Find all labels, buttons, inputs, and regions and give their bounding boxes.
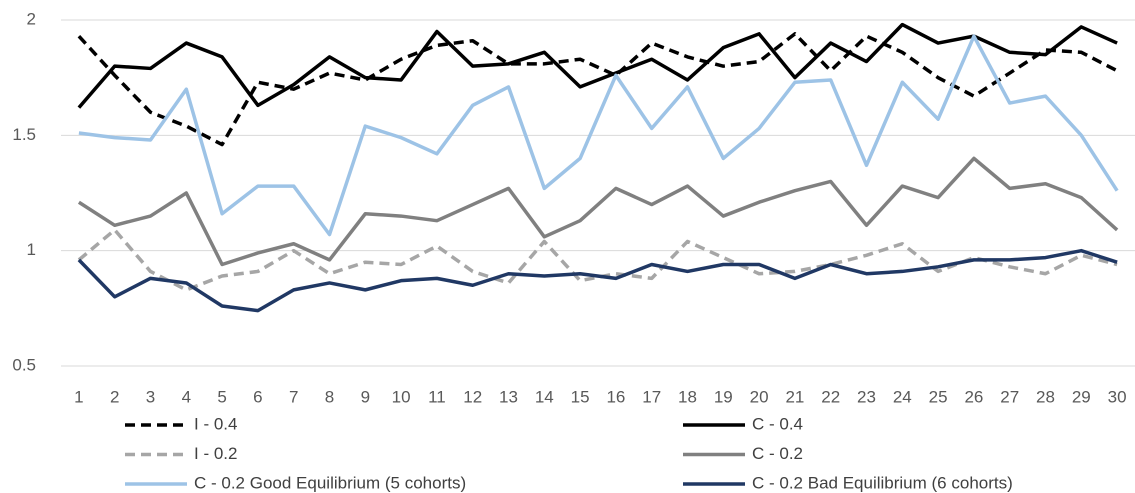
x-tick-label: 13 bbox=[499, 387, 518, 406]
y-tick-label: 2 bbox=[27, 9, 36, 28]
series-line bbox=[77, 248, 1118, 313]
x-tick-label: 19 bbox=[714, 387, 733, 406]
series-line bbox=[77, 228, 1118, 292]
x-tick-label: 25 bbox=[929, 387, 948, 406]
x-tick-label: 4 bbox=[182, 387, 191, 406]
x-tick-label: 18 bbox=[678, 387, 697, 406]
x-tick-label: 20 bbox=[750, 387, 769, 406]
x-tick-label: 11 bbox=[428, 387, 446, 406]
legend-label: C - 0.2 bbox=[752, 444, 803, 463]
series-line bbox=[77, 32, 1118, 147]
x-tick-label: 10 bbox=[392, 387, 411, 406]
x-tick-label: 29 bbox=[1072, 387, 1091, 406]
x-tick-label: 22 bbox=[821, 387, 840, 406]
x-tick-label: 8 bbox=[325, 387, 334, 406]
y-tick-label: 1.5 bbox=[12, 125, 36, 144]
x-tick-label: 14 bbox=[535, 387, 554, 406]
x-tick-label: 28 bbox=[1036, 387, 1055, 406]
legend-label: C - 0.2 Bad Equilibrium (6 cohorts) bbox=[752, 473, 1013, 492]
x-tick-label: 30 bbox=[1108, 387, 1127, 406]
x-tick-label: 24 bbox=[893, 387, 912, 406]
y-tick-label: 0.5 bbox=[12, 355, 36, 374]
x-tick-label: 5 bbox=[217, 387, 226, 406]
x-tick-label: 3 bbox=[146, 387, 155, 406]
x-tick-label: 17 bbox=[642, 387, 661, 406]
x-tick-label: 23 bbox=[857, 387, 876, 406]
series-line bbox=[77, 156, 1119, 267]
x-tick-label: 27 bbox=[1000, 387, 1019, 406]
x-tick-label: 6 bbox=[253, 387, 262, 406]
legend-label: C - 0.4 bbox=[752, 414, 803, 433]
legend-label: C - 0.2 Good Equilibrium (5 cohorts) bbox=[194, 473, 466, 492]
x-tick-label: 12 bbox=[463, 387, 482, 406]
x-tick-label: 26 bbox=[964, 387, 983, 406]
x-tick-label: 9 bbox=[361, 387, 370, 406]
x-tick-label: 1 bbox=[74, 387, 83, 406]
x-tick-label: 2 bbox=[110, 387, 119, 406]
series-line bbox=[78, 34, 1119, 237]
x-tick-label: 21 bbox=[785, 387, 804, 406]
x-tick-label: 15 bbox=[571, 387, 590, 406]
series-line bbox=[77, 22, 1118, 109]
x-tick-label: 16 bbox=[606, 387, 625, 406]
y-tick-label: 1 bbox=[27, 240, 36, 259]
x-tick-label: 7 bbox=[289, 387, 298, 406]
legend-label: I - 0.2 bbox=[194, 444, 237, 463]
legend-label: I - 0.4 bbox=[194, 414, 237, 433]
legend: I - 0.4 C - 0.4 I - 0.2 C - 0.2 C - 0.2 Good… bbox=[125, 414, 1013, 492]
